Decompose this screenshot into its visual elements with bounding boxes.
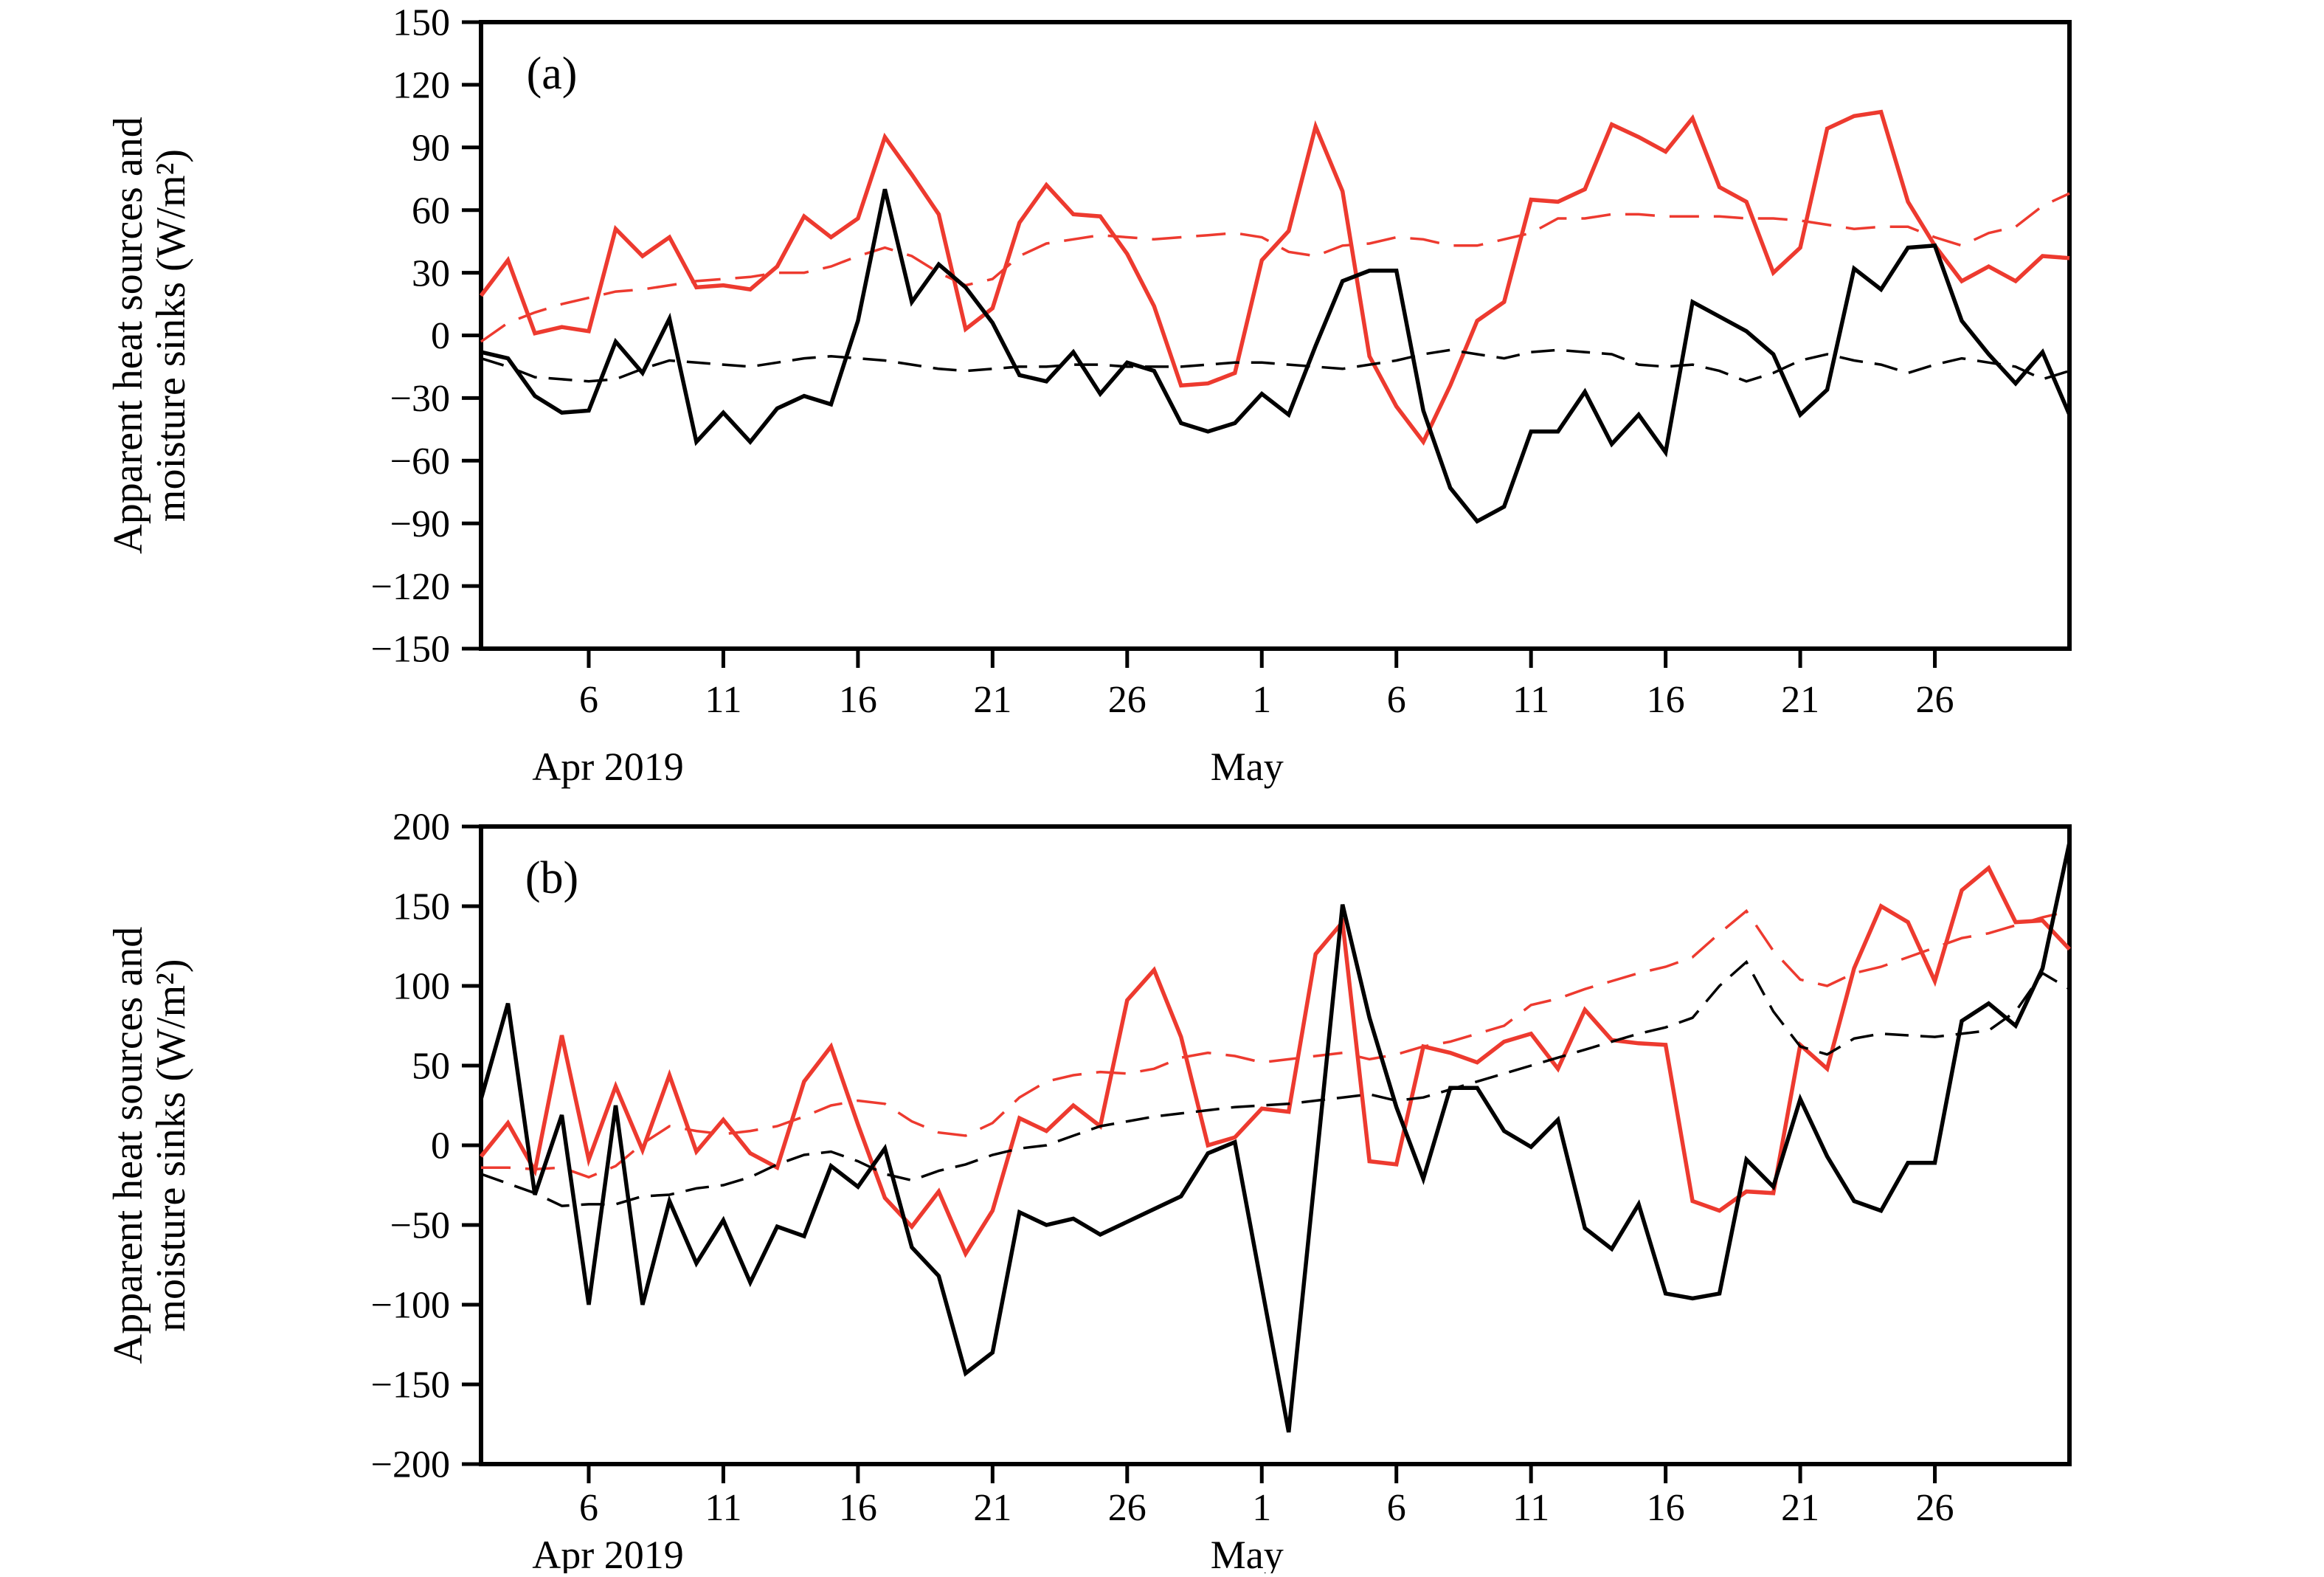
series-black-solid	[480, 188, 2072, 524]
x-tick-label: 16	[839, 679, 877, 721]
y-tick-label: 120	[392, 65, 450, 107]
x-tick-label: 6	[1387, 1487, 1406, 1529]
y-tick-label: −60	[390, 441, 450, 483]
x-tick-label: 16	[1647, 1487, 1685, 1529]
y-axis-title-line1: Apparent heat sources and	[106, 117, 151, 553]
y-tick-label: 100	[392, 966, 450, 1008]
x-tick-label: 1	[1252, 1487, 1271, 1529]
x-month-label: Apr 2019	[532, 745, 683, 789]
x-tick-label: 16	[839, 1487, 877, 1529]
x-tick-label: 26	[1916, 679, 1954, 721]
x-tick-label: 11	[1512, 1487, 1549, 1529]
y-tick-label: 90	[412, 127, 450, 169]
y-axis-title-line2: moisture sinks (W/m²)	[148, 149, 194, 522]
series-red-solid	[479, 109, 2070, 446]
x-tick-label: 11	[705, 1487, 741, 1529]
x-month-label: May	[1211, 1533, 1284, 1573]
y-tick-label: 0	[431, 315, 450, 357]
x-tick-label: 6	[579, 1487, 598, 1529]
x-tick-label: 21	[973, 679, 1011, 721]
x-tick-label: 11	[1512, 679, 1549, 721]
x-tick-label: 1	[1252, 679, 1271, 721]
x-month-label: May	[1211, 745, 1284, 789]
y-axis: 150 120 90 60 30 0 −30 −60 −90 −120 −150	[371, 2, 481, 671]
y-axis: 200 150 100 50 0 −50 −100 −150 −200	[371, 807, 481, 1486]
x-month-label: Apr 2019	[532, 1533, 683, 1573]
x-tick-label: 11	[705, 679, 741, 721]
x-tick-label: 21	[973, 1487, 1011, 1529]
series-black-dashed	[480, 959, 2070, 1207]
y-tick-label: 60	[412, 190, 450, 232]
y-tick-label: −90	[390, 503, 450, 545]
y-tick-label: −150	[371, 1364, 450, 1407]
panel-label: (b)	[525, 853, 578, 903]
y-tick-label: −200	[371, 1444, 450, 1486]
x-tick-label: 21	[1781, 679, 1819, 721]
y-tick-label: 0	[431, 1125, 450, 1167]
y-tick-label: 150	[392, 2, 450, 44]
plot-frame	[479, 20, 2072, 651]
x-tick-label: 26	[1108, 1487, 1147, 1529]
y-tick-label: −150	[371, 629, 450, 671]
y-axis-title-line2: moisture sinks (W/m²)	[148, 959, 194, 1331]
panel-label: (a)	[527, 49, 578, 99]
x-tick-label: 16	[1647, 679, 1685, 721]
y-tick-label: 200	[392, 807, 450, 849]
series-red-dashed	[481, 908, 2070, 1179]
x-tick-label: 26	[1916, 1487, 1954, 1529]
y-tick-label: −30	[390, 378, 450, 420]
y-tick-label: 30	[412, 252, 450, 294]
y-axis-title-line1: Apparent heat sources and	[106, 927, 151, 1364]
x-tick-label: 6	[579, 679, 598, 721]
y-tick-label: −100	[371, 1285, 450, 1327]
y-tick-label: 150	[392, 886, 450, 928]
series-red-dashed	[480, 192, 2070, 343]
x-tick-label: 21	[1781, 1487, 1819, 1529]
series-black-solid	[479, 842, 2072, 1433]
y-tick-label: −120	[371, 566, 450, 608]
y-tick-label: −50	[390, 1205, 450, 1247]
x-tick-label: 26	[1108, 679, 1147, 721]
x-tick-label: 6	[1387, 679, 1406, 721]
y-tick-label: 50	[412, 1046, 450, 1088]
